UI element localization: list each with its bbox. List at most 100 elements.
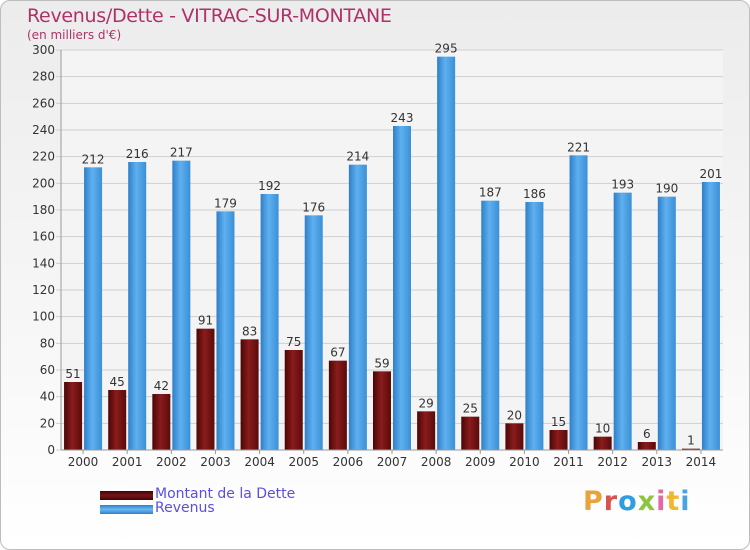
x-tick-label: 2006 xyxy=(333,455,364,469)
logo-letter: r xyxy=(603,486,619,517)
bar-revenus xyxy=(569,155,588,451)
data-label-revenus: 212 xyxy=(82,152,105,166)
bar-dette xyxy=(328,360,347,450)
bar-dette xyxy=(637,442,656,450)
data-label-dette: 91 xyxy=(198,314,213,328)
legend-label-revenus: Revenus xyxy=(155,500,215,516)
x-tick-label: 2014 xyxy=(686,455,717,469)
logo-letter: i xyxy=(656,486,667,517)
data-label-dette: 29 xyxy=(418,396,433,410)
data-label-revenus: 186 xyxy=(523,187,546,201)
bar-dette xyxy=(196,328,215,450)
bar-dette xyxy=(108,390,127,450)
x-tick-label: 2008 xyxy=(421,455,452,469)
y-tick-label: 280 xyxy=(32,70,55,84)
y-tick-label: 300 xyxy=(32,43,55,57)
bar-revenus xyxy=(437,56,456,451)
bar-revenus xyxy=(84,167,103,451)
y-tick-label: 260 xyxy=(32,96,55,110)
data-label-dette: 15 xyxy=(551,415,566,429)
logo-letter: o xyxy=(618,486,638,517)
data-label-dette: 10 xyxy=(595,422,610,436)
data-label-revenus: 176 xyxy=(302,200,325,214)
x-tick-label: 2005 xyxy=(288,455,319,469)
bar-revenus xyxy=(525,202,544,450)
bar-dette xyxy=(461,416,480,450)
data-label-dette: 83 xyxy=(242,324,257,338)
data-label-dette: 20 xyxy=(507,408,522,422)
y-tick-label: 140 xyxy=(32,256,55,270)
data-label-dette: 75 xyxy=(286,335,301,349)
chart-title: Revenus/Dette - VITRAC-SUR-MONTANE xyxy=(27,5,392,27)
bar-revenus xyxy=(260,194,279,450)
data-label-dette: 59 xyxy=(374,356,389,370)
logo-letter: P xyxy=(583,486,604,517)
x-tick-label: 2010 xyxy=(509,455,540,469)
data-label-revenus: 193 xyxy=(611,178,634,192)
bar-revenus xyxy=(348,164,367,450)
bar-dette xyxy=(152,394,171,450)
y-tick-label: 80 xyxy=(40,336,55,350)
x-tick-label: 2009 xyxy=(465,455,496,469)
proxiti-logo: Proxiti xyxy=(583,486,691,517)
y-tick-label: 220 xyxy=(32,150,55,164)
data-label-revenus: 221 xyxy=(567,140,590,154)
bar-dette xyxy=(284,350,303,450)
y-tick-label: 180 xyxy=(32,203,55,217)
bar-dette xyxy=(681,448,700,450)
x-tick-label: 2004 xyxy=(244,455,275,469)
y-tick-label: 160 xyxy=(32,230,55,244)
data-label-dette: 67 xyxy=(330,346,345,360)
data-label-dette: 1 xyxy=(687,434,695,448)
bar-dette xyxy=(417,411,436,450)
data-label-dette: 6 xyxy=(643,427,651,441)
legend-swatch-revenus xyxy=(100,505,153,514)
data-label-revenus: 190 xyxy=(655,182,678,196)
data-label-dette: 42 xyxy=(154,379,169,393)
x-tick-label: 2011 xyxy=(553,455,584,469)
bar-revenus xyxy=(216,211,235,450)
legend-label-dette: Montant de la Dette xyxy=(155,486,296,502)
bar-revenus xyxy=(701,182,720,450)
bar-revenus xyxy=(613,192,632,450)
y-tick-label: 120 xyxy=(32,283,55,297)
bar-dette xyxy=(549,430,568,450)
data-label-revenus: 192 xyxy=(258,179,281,193)
x-tick-label: 2012 xyxy=(597,455,628,469)
bar-revenus xyxy=(172,160,191,450)
x-tick-label: 2001 xyxy=(112,455,143,469)
data-label-revenus: 217 xyxy=(170,146,193,160)
bar-revenus xyxy=(657,196,676,450)
x-tick-label: 2013 xyxy=(642,455,673,469)
data-label-revenus: 179 xyxy=(214,196,237,210)
bar-revenus xyxy=(304,215,323,450)
legend-swatch-dette xyxy=(100,491,153,500)
bar-revenus xyxy=(481,200,500,450)
x-tick-label: 2002 xyxy=(156,455,187,469)
bar-dette xyxy=(373,371,391,450)
x-tick-label: 2007 xyxy=(377,455,408,469)
data-label-revenus: 187 xyxy=(479,186,502,200)
data-label-revenus: 214 xyxy=(346,150,369,164)
data-label-dette: 51 xyxy=(65,367,80,381)
chart-subtitle: (en milliers d'€) xyxy=(27,28,122,42)
bar-dette xyxy=(240,339,259,450)
x-tick-label: 2000 xyxy=(68,455,99,469)
bar-revenus xyxy=(128,162,147,450)
y-tick-label: 20 xyxy=(40,416,55,430)
data-label-revenus: 201 xyxy=(699,167,722,181)
data-label-revenus: 216 xyxy=(126,147,149,161)
data-label-revenus: 295 xyxy=(435,42,458,56)
logo-letter: x xyxy=(637,486,657,517)
bar-dette xyxy=(593,436,612,450)
data-label-revenus: 243 xyxy=(391,111,414,125)
logo-letter: t xyxy=(666,486,681,517)
data-label-dette: 25 xyxy=(463,402,478,416)
x-tick-label: 2003 xyxy=(200,455,231,469)
y-tick-label: 200 xyxy=(32,176,55,190)
y-tick-label: 60 xyxy=(40,363,55,377)
bar-revenus xyxy=(393,126,411,450)
bar-dette xyxy=(505,423,524,450)
y-tick-label: 0 xyxy=(47,443,55,457)
data-label-dette: 45 xyxy=(110,375,125,389)
